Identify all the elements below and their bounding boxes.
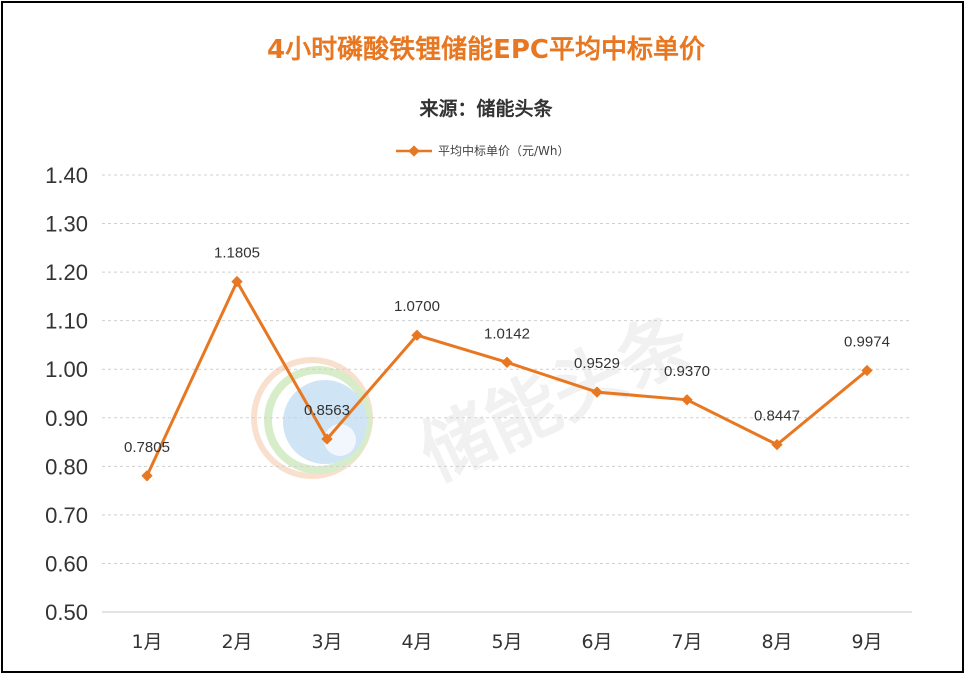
x-tick-label: 7月 [671, 631, 702, 653]
y-tick-label: 0.60 [45, 551, 88, 576]
data-label: 0.9974 [844, 333, 890, 350]
y-tick-label: 1.10 [45, 309, 88, 334]
data-point [321, 433, 333, 445]
data-label: 0.8447 [754, 408, 800, 425]
data-label: 0.7805 [124, 439, 170, 456]
data-point [861, 364, 873, 377]
grid [102, 174, 912, 613]
data-point [501, 356, 513, 368]
y-tick-label: 1.00 [45, 357, 88, 382]
data-label: 0.9529 [574, 355, 620, 372]
y-tick-label: 1.40 [45, 163, 88, 188]
data-label: 1.0142 [484, 325, 530, 342]
y-tick-label: 1.30 [45, 212, 88, 237]
y-tick-label: 0.90 [45, 406, 88, 431]
data-point [411, 329, 423, 341]
legend-marker [408, 145, 420, 157]
x-axis-ticks: 1月 2月 3月 4月 5月 6月 7月 8月 9月 [131, 631, 882, 653]
data-label: 1.1805 [214, 245, 260, 262]
x-tick-label: 8月 [761, 631, 792, 653]
y-tick-label: 1.20 [45, 260, 88, 285]
x-tick-label: 5月 [491, 631, 522, 653]
chart-subtitle: 来源：储能头条 [419, 97, 553, 120]
x-tick-label: 4月 [401, 631, 432, 653]
data-point [231, 275, 243, 288]
data-point [771, 438, 783, 451]
data-point [591, 386, 603, 398]
data-label: 0.9370 [664, 363, 710, 380]
data-label: 0.8563 [304, 402, 350, 419]
data-labels: 0.7805 1.1805 0.8563 1.0700 1.0142 0.9529 0.93… [124, 245, 890, 456]
x-tick-label: 3月 [311, 631, 342, 653]
watermark: 储能头条 [251, 299, 704, 497]
y-tick-label: 0.50 [45, 600, 88, 625]
y-tick-label: 0.80 [45, 454, 88, 479]
chart-title: 4小时磷酸铁锂储能EPC平均中标单价 [267, 34, 706, 65]
y-axis-ticks: 0.50 0.60 0.70 0.80 0.90 1.00 1.10 1.20 1.30 1.40 [45, 163, 88, 625]
x-tick-label: 6月 [581, 631, 612, 653]
data-points [141, 275, 873, 482]
x-tick-label: 1月 [131, 631, 162, 653]
y-tick-label: 0.70 [45, 503, 88, 528]
data-label: 1.0700 [394, 298, 440, 315]
data-point [681, 394, 693, 406]
legend-label: 平均中标单价（元/Wh） [438, 143, 570, 158]
data-point [141, 470, 153, 482]
x-tick-label: 9月 [851, 631, 882, 653]
x-tick-label: 2月 [221, 631, 252, 653]
legend: 平均中标单价（元/Wh） [396, 143, 570, 158]
